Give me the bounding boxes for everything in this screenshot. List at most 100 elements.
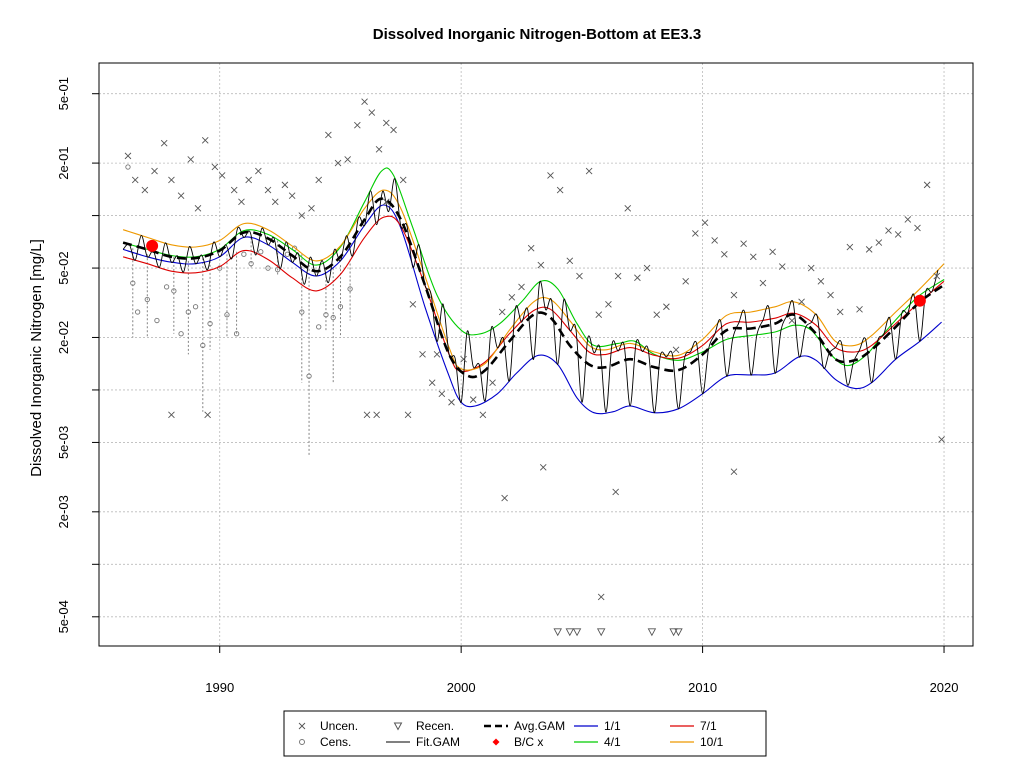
seasonal-line-10-1	[122, 189, 945, 371]
censored-point	[130, 280, 136, 286]
uncensored-point	[489, 379, 496, 387]
uncensored-point	[539, 463, 547, 471]
uncensored-point	[460, 355, 467, 363]
uncensored-point	[576, 272, 583, 280]
uncensored-point	[168, 411, 175, 419]
censored-point	[248, 261, 254, 267]
censored-points	[125, 164, 353, 456]
censored-point	[316, 324, 322, 330]
legend-symbol-cens	[299, 739, 305, 745]
uncensored-point	[201, 137, 209, 144]
uncensored-point	[131, 176, 139, 184]
legend: Uncen. Cens. Recen. Fit.GAM Avg.GAM B/C x 1/1 4…	[283, 710, 767, 757]
recensored-point	[572, 628, 582, 637]
uncensored-point	[672, 346, 680, 354]
legend-label-jul: 7/1	[700, 719, 717, 733]
uncensored-point	[846, 243, 854, 251]
uncensored-point	[141, 186, 149, 194]
uncensored-point	[566, 257, 574, 265]
legend-label-avg: Avg.GAM	[514, 719, 565, 733]
uncensored-point	[885, 227, 892, 234]
uncensored-point	[344, 156, 351, 163]
uncensored-point	[740, 240, 747, 247]
uncensored-point	[479, 411, 487, 419]
censored-point	[207, 320, 213, 327]
uncensored-point	[865, 246, 873, 253]
uncensored-point	[701, 219, 709, 227]
bc-point	[913, 294, 926, 307]
uncensored-point	[361, 98, 368, 106]
uncensored-point	[692, 230, 699, 237]
y-tick-label: 2e-03	[56, 495, 71, 528]
censored-point	[233, 331, 240, 337]
uncensored-point	[334, 159, 342, 167]
censored-point	[134, 309, 141, 315]
uncensored-point	[255, 167, 262, 175]
censored-point	[154, 317, 160, 324]
recensored-point	[669, 628, 678, 637]
uncensored-point	[151, 167, 158, 175]
legend-box	[283, 710, 767, 757]
uncensored-point	[807, 264, 815, 272]
uncensored-point	[585, 167, 593, 175]
uncensored-point	[614, 272, 622, 280]
uncensored-point	[547, 172, 554, 179]
uncensored-point	[537, 261, 545, 269]
uncensored-point	[612, 488, 619, 496]
uncensored-point	[624, 205, 632, 212]
uncensored-point	[798, 298, 805, 306]
uncensored-point	[211, 163, 219, 171]
uncensored-point	[218, 172, 226, 179]
recensored-point	[674, 628, 683, 637]
censored-point	[323, 312, 329, 318]
legend-label-jan: 1/1	[604, 719, 621, 733]
censored-point	[163, 284, 170, 290]
legend-label-cens: Cens.	[320, 735, 351, 749]
recensored-point	[596, 628, 606, 637]
uncensored-point	[382, 119, 390, 127]
legend-label-apr: 4/1	[604, 735, 621, 749]
uncensored-point	[634, 274, 641, 282]
uncensored-point	[245, 176, 253, 184]
y-tick-label: 5e-02	[56, 251, 71, 284]
y-axis-label: Dissolved Inorganic Nitrogen [mg/L]	[28, 239, 45, 477]
bc-points	[146, 239, 926, 307]
y-tick-label: 5e-03	[56, 426, 71, 459]
censored-point	[224, 312, 230, 318]
uncensored-point	[390, 126, 397, 134]
uncensored-point	[438, 390, 446, 398]
seasonal-line-7-1	[122, 215, 945, 372]
uncensored-point	[501, 494, 508, 502]
uncensored-point	[597, 593, 605, 601]
uncensored-point	[682, 277, 690, 285]
legend-label-uncen: Uncen.	[320, 719, 358, 733]
censored-point	[241, 251, 247, 257]
uncensored-point	[288, 192, 296, 200]
uncensored-point	[856, 305, 863, 313]
uncensored-point	[663, 303, 670, 311]
uncensored-point	[904, 216, 912, 223]
uncensored-point	[817, 277, 825, 285]
recensored-points	[553, 628, 683, 637]
uncensored-point	[721, 250, 728, 258]
uncensored-point	[124, 152, 132, 160]
grid	[99, 63, 973, 646]
uncensored-point	[382, 198, 390, 206]
uncensored-point	[769, 248, 776, 256]
x-tick-label: 2020	[930, 680, 959, 695]
uncensored-point	[923, 181, 931, 189]
censored-point	[171, 288, 177, 294]
uncensored-point	[373, 411, 380, 419]
uncensored-point	[375, 145, 383, 153]
uncensored-point	[933, 272, 941, 280]
uncensored-point	[595, 311, 603, 319]
uncensored-point	[230, 186, 238, 194]
uncensored-point	[711, 237, 718, 244]
axes: 1990 2000 2010 2020 5e-04 2e-03 5e-03 2e-02 5e-0…	[56, 77, 958, 695]
uncensored-point	[315, 176, 323, 184]
censored-point	[337, 304, 344, 310]
avg-gam-line	[122, 197, 945, 379]
censored-point	[144, 296, 150, 303]
x-tick-label: 2010	[688, 680, 717, 695]
uncensored-point	[836, 308, 844, 316]
